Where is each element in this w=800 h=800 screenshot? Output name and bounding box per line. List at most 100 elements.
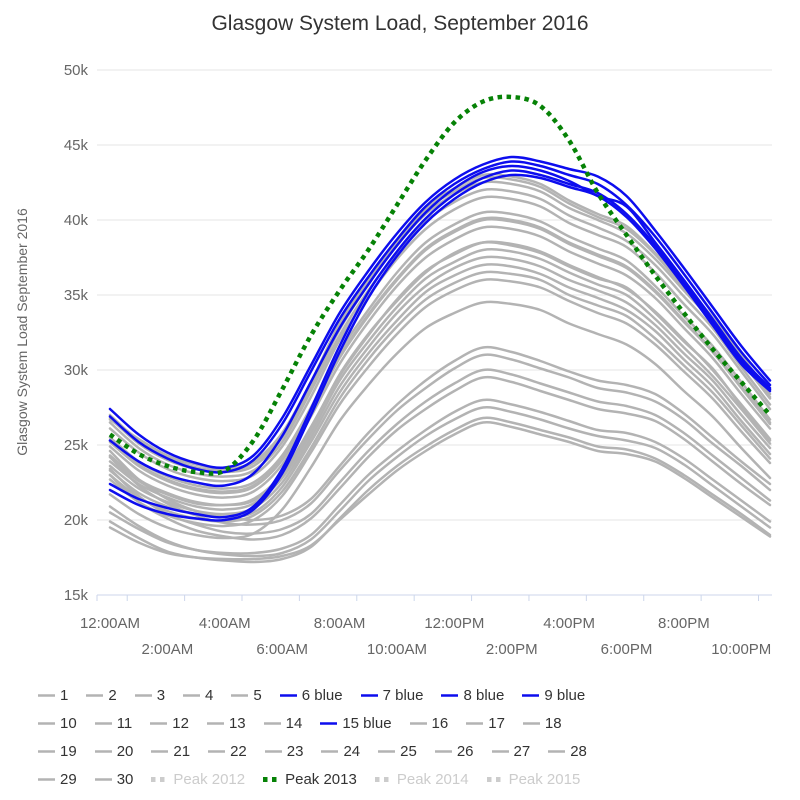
legend-item-26[interactable]: 26 [434,742,474,760]
legend-item-28[interactable]: 28 [548,743,587,760]
legend-swatch-line [378,749,396,753]
x-tick-label-4:00PM: 4:00PM [543,615,595,632]
series-line-15-blue [108,173,772,522]
legend-label: 29 [60,770,77,788]
legend-item-peak-2014[interactable]: Peak 2014 [374,770,469,788]
legend-swatch-line [38,749,55,753]
series-line-18 [108,398,772,555]
legend-swatch-line [94,749,112,753]
legend-item-14[interactable]: 14 [263,715,302,732]
y-axis-tick-labels: 50k 45k 40k 35k 30k 25k 20k 15k [64,62,89,604]
legend-item-8-blue[interactable]: 8 blue [441,687,504,704]
legend-item-13[interactable]: 13 [206,715,246,732]
x-tick-label-2:00PM: 2:00PM [486,641,538,658]
y-tick-label-15k: 15k [64,587,89,604]
legend-swatch-line [320,721,338,725]
legend-item-10[interactable]: 10 [38,715,77,732]
legend-item-5[interactable]: 5 [231,687,262,704]
line-chart: Glasgow System Load, September 2016 Glas… [14,12,772,658]
legend-swatch-line [263,721,281,725]
legend-item-30[interactable]: 30 [94,771,133,788]
legend-label: 20 [116,742,134,760]
legend-swatch-line [206,721,224,725]
legend-label: 4 [205,686,214,704]
legend-label: 9 blue [544,686,586,704]
legend-swatch-line [134,693,152,697]
chart-title: Glasgow System Load, September 2016 [211,12,588,35]
legend-item-17[interactable]: 17 [466,715,505,732]
series-lines [108,94,772,564]
legend-swatch-line [94,777,112,781]
legend-item-21[interactable]: 21 [151,743,190,760]
series-line-peak-2013 [108,94,772,476]
series-line-26 [108,270,772,523]
legend-swatch-line [150,721,168,725]
legend-label: Peak 2015 [508,770,581,788]
x-axis-tick-labels: 12:00AM 4:00AM 8:00AM 12:00PM 4:00PM 8:00PM 2:… [80,615,771,658]
legend-item-25[interactable]: 25 [378,743,417,760]
legend-item-peak-2012[interactable]: Peak 2012 [151,771,245,788]
legend-item-16[interactable]: 16 [409,715,448,732]
legend-item-23[interactable]: 23 [264,742,304,760]
legend-label: 27 [513,742,531,760]
legend-item-12[interactable]: 12 [150,715,189,732]
legend-label: 15 blue [342,714,392,732]
legend-row-3: 19 20 21 22 23 24 25 26 27 28 [38,737,778,765]
legend-item-7-blue[interactable]: 7 blue [360,687,423,704]
series-line-10 [108,368,772,535]
x-tick-label-8:00PM: 8:00PM [658,615,710,632]
legend-label: 17 [488,714,505,732]
legend-item-1[interactable]: 1 [38,687,68,704]
legend-label: 18 [544,714,562,732]
legend-label: 8 blue [463,686,505,704]
legend-item-29[interactable]: 29 [38,771,77,788]
legend-label: 6 blue [301,686,343,704]
legend-row-1: 1 2 3 4 5 6 blue 7 blue 8 blue 9 blue [38,681,778,709]
legend-swatch-line [38,721,55,725]
legend-swatch-line [38,693,55,697]
series-line-22 [108,248,772,511]
legend-swatch-line [548,749,566,753]
legend-item-20[interactable]: 20 [94,742,134,760]
legend-swatch-line [86,693,104,697]
legend-item-11[interactable]: 11 [94,715,132,732]
series-line-29 [108,278,772,528]
legend-swatch-line [264,749,282,753]
x-tick-label-12:00AM: 12:00AM [80,615,140,632]
legend-row-2: 10 11 12 13 14 15 blue 16 17 18 [38,709,778,737]
legend-label: 23 [286,742,304,760]
legend-item-22[interactable]: 22 [208,743,247,760]
legend-swatch-dotted [486,776,504,782]
legend-item-6-blue[interactable]: 6 blue [279,686,343,704]
legend-swatch-line [522,721,540,725]
legend-item-3[interactable]: 3 [134,686,166,704]
y-tick-label-25k: 25k [64,437,89,454]
legend-swatch-line [409,721,427,725]
series-line-9-blue [108,169,772,519]
series-line-13 [108,172,772,471]
legend-label: 28 [570,742,587,760]
legend-label: 10 [60,714,77,732]
series-line-28 [108,240,772,507]
legend-item-27[interactable]: 27 [491,742,531,760]
legend-label: Peak 2014 [396,770,469,788]
legend-label: 19 [60,742,77,760]
legend-swatch-line [151,749,169,753]
legend-item-9-blue[interactable]: 9 blue [522,687,585,704]
legend-item-24[interactable]: 24 [321,743,360,760]
legend-swatch-line [279,693,297,697]
legend-label: 2 [108,686,117,704]
series-line-17 [108,345,772,522]
legend-label: 3 [156,686,166,704]
legend-item-15-blue[interactable]: 15 blue [320,714,392,732]
legend-label: 26 [456,742,474,760]
legend-item-4[interactable]: 4 [183,687,213,704]
legend-item-peak-2013[interactable]: Peak 2013 [263,771,357,788]
legend-item-18[interactable]: 18 [522,714,562,732]
chart-container: Glasgow System Load, September 2016 Glas… [14,12,772,658]
x-tick-label-6:00AM: 6:00AM [256,641,308,658]
legend-item-19[interactable]: 19 [38,743,77,760]
legend-item-2[interactable]: 2 [86,686,117,704]
legend-item-peak-2015[interactable]: Peak 2015 [486,770,581,788]
